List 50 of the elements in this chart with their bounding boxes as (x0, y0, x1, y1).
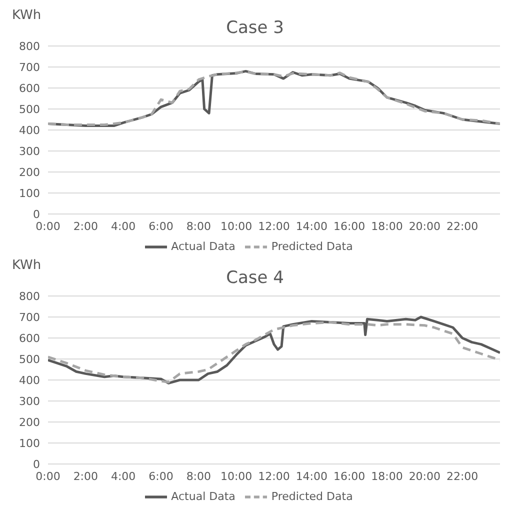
x-tick-label: 12:00 (258, 470, 290, 483)
x-tick-label: 10:00 (220, 220, 252, 233)
x-tick-label: 20:00 (408, 220, 441, 233)
x-tick-label: 18:00 (371, 470, 403, 483)
chart-title: Case 4 (226, 268, 284, 288)
y-tick-label: 0 (33, 208, 40, 221)
y-tick-label: 500 (19, 102, 40, 116)
y-tick-label: 500 (19, 352, 40, 366)
legend-label: Actual Data (171, 240, 236, 254)
x-tick-label: 14:00 (296, 220, 328, 233)
x-tick-label: 6:00 (148, 220, 174, 233)
y-tick-label: 400 (19, 374, 40, 387)
x-tick-label: 2:00 (73, 220, 98, 233)
y-tick-label: 800 (19, 40, 40, 53)
y-tick-label: 400 (19, 124, 40, 137)
y-axis-title: KWh (12, 258, 42, 273)
x-tick-label: 16:00 (333, 470, 366, 483)
x-tick-label: 0:00 (36, 220, 60, 233)
x-tick-label: 2:00 (73, 470, 98, 483)
x-tick-label: 6:00 (148, 470, 174, 483)
x-tick-label: 12:00 (258, 220, 290, 233)
x-tick-label: 4:00 (110, 470, 136, 483)
y-tick-label: 200 (19, 416, 40, 429)
x-tick-label: 8:00 (186, 220, 212, 233)
y-tick-label: 100 (19, 436, 40, 450)
y-tick-label: 800 (19, 290, 40, 303)
x-tick-label: 10:00 (220, 470, 252, 483)
y-tick-label: 100 (19, 186, 40, 200)
y-tick-label: 700 (19, 310, 40, 324)
x-tick-label: 14:00 (296, 470, 328, 483)
y-tick-label: 300 (19, 394, 40, 408)
x-tick-label: 22:00 (446, 220, 478, 233)
x-tick-label: 20:00 (408, 470, 441, 483)
y-tick-label: 700 (19, 60, 40, 74)
x-tick-label: 8:00 (186, 470, 212, 483)
chart-title: Case 3 (226, 18, 284, 38)
x-tick-label: 16:00 (333, 220, 366, 233)
x-tick-label: 0:00 (36, 470, 60, 483)
legend-label: Predicted Data (271, 490, 353, 504)
x-tick-label: 18:00 (371, 220, 403, 233)
x-tick-label: 22:00 (446, 470, 478, 483)
y-tick-label: 200 (19, 166, 40, 179)
legend-label: Actual Data (171, 490, 236, 504)
y-tick-label: 300 (19, 144, 40, 158)
y-tick-label: 600 (19, 82, 40, 95)
y-tick-label: 0 (33, 458, 40, 471)
y-axis-title: KWh (12, 8, 42, 23)
x-tick-label: 4:00 (110, 220, 136, 233)
y-tick-label: 600 (19, 332, 40, 345)
legend-label: Predicted Data (271, 240, 353, 254)
